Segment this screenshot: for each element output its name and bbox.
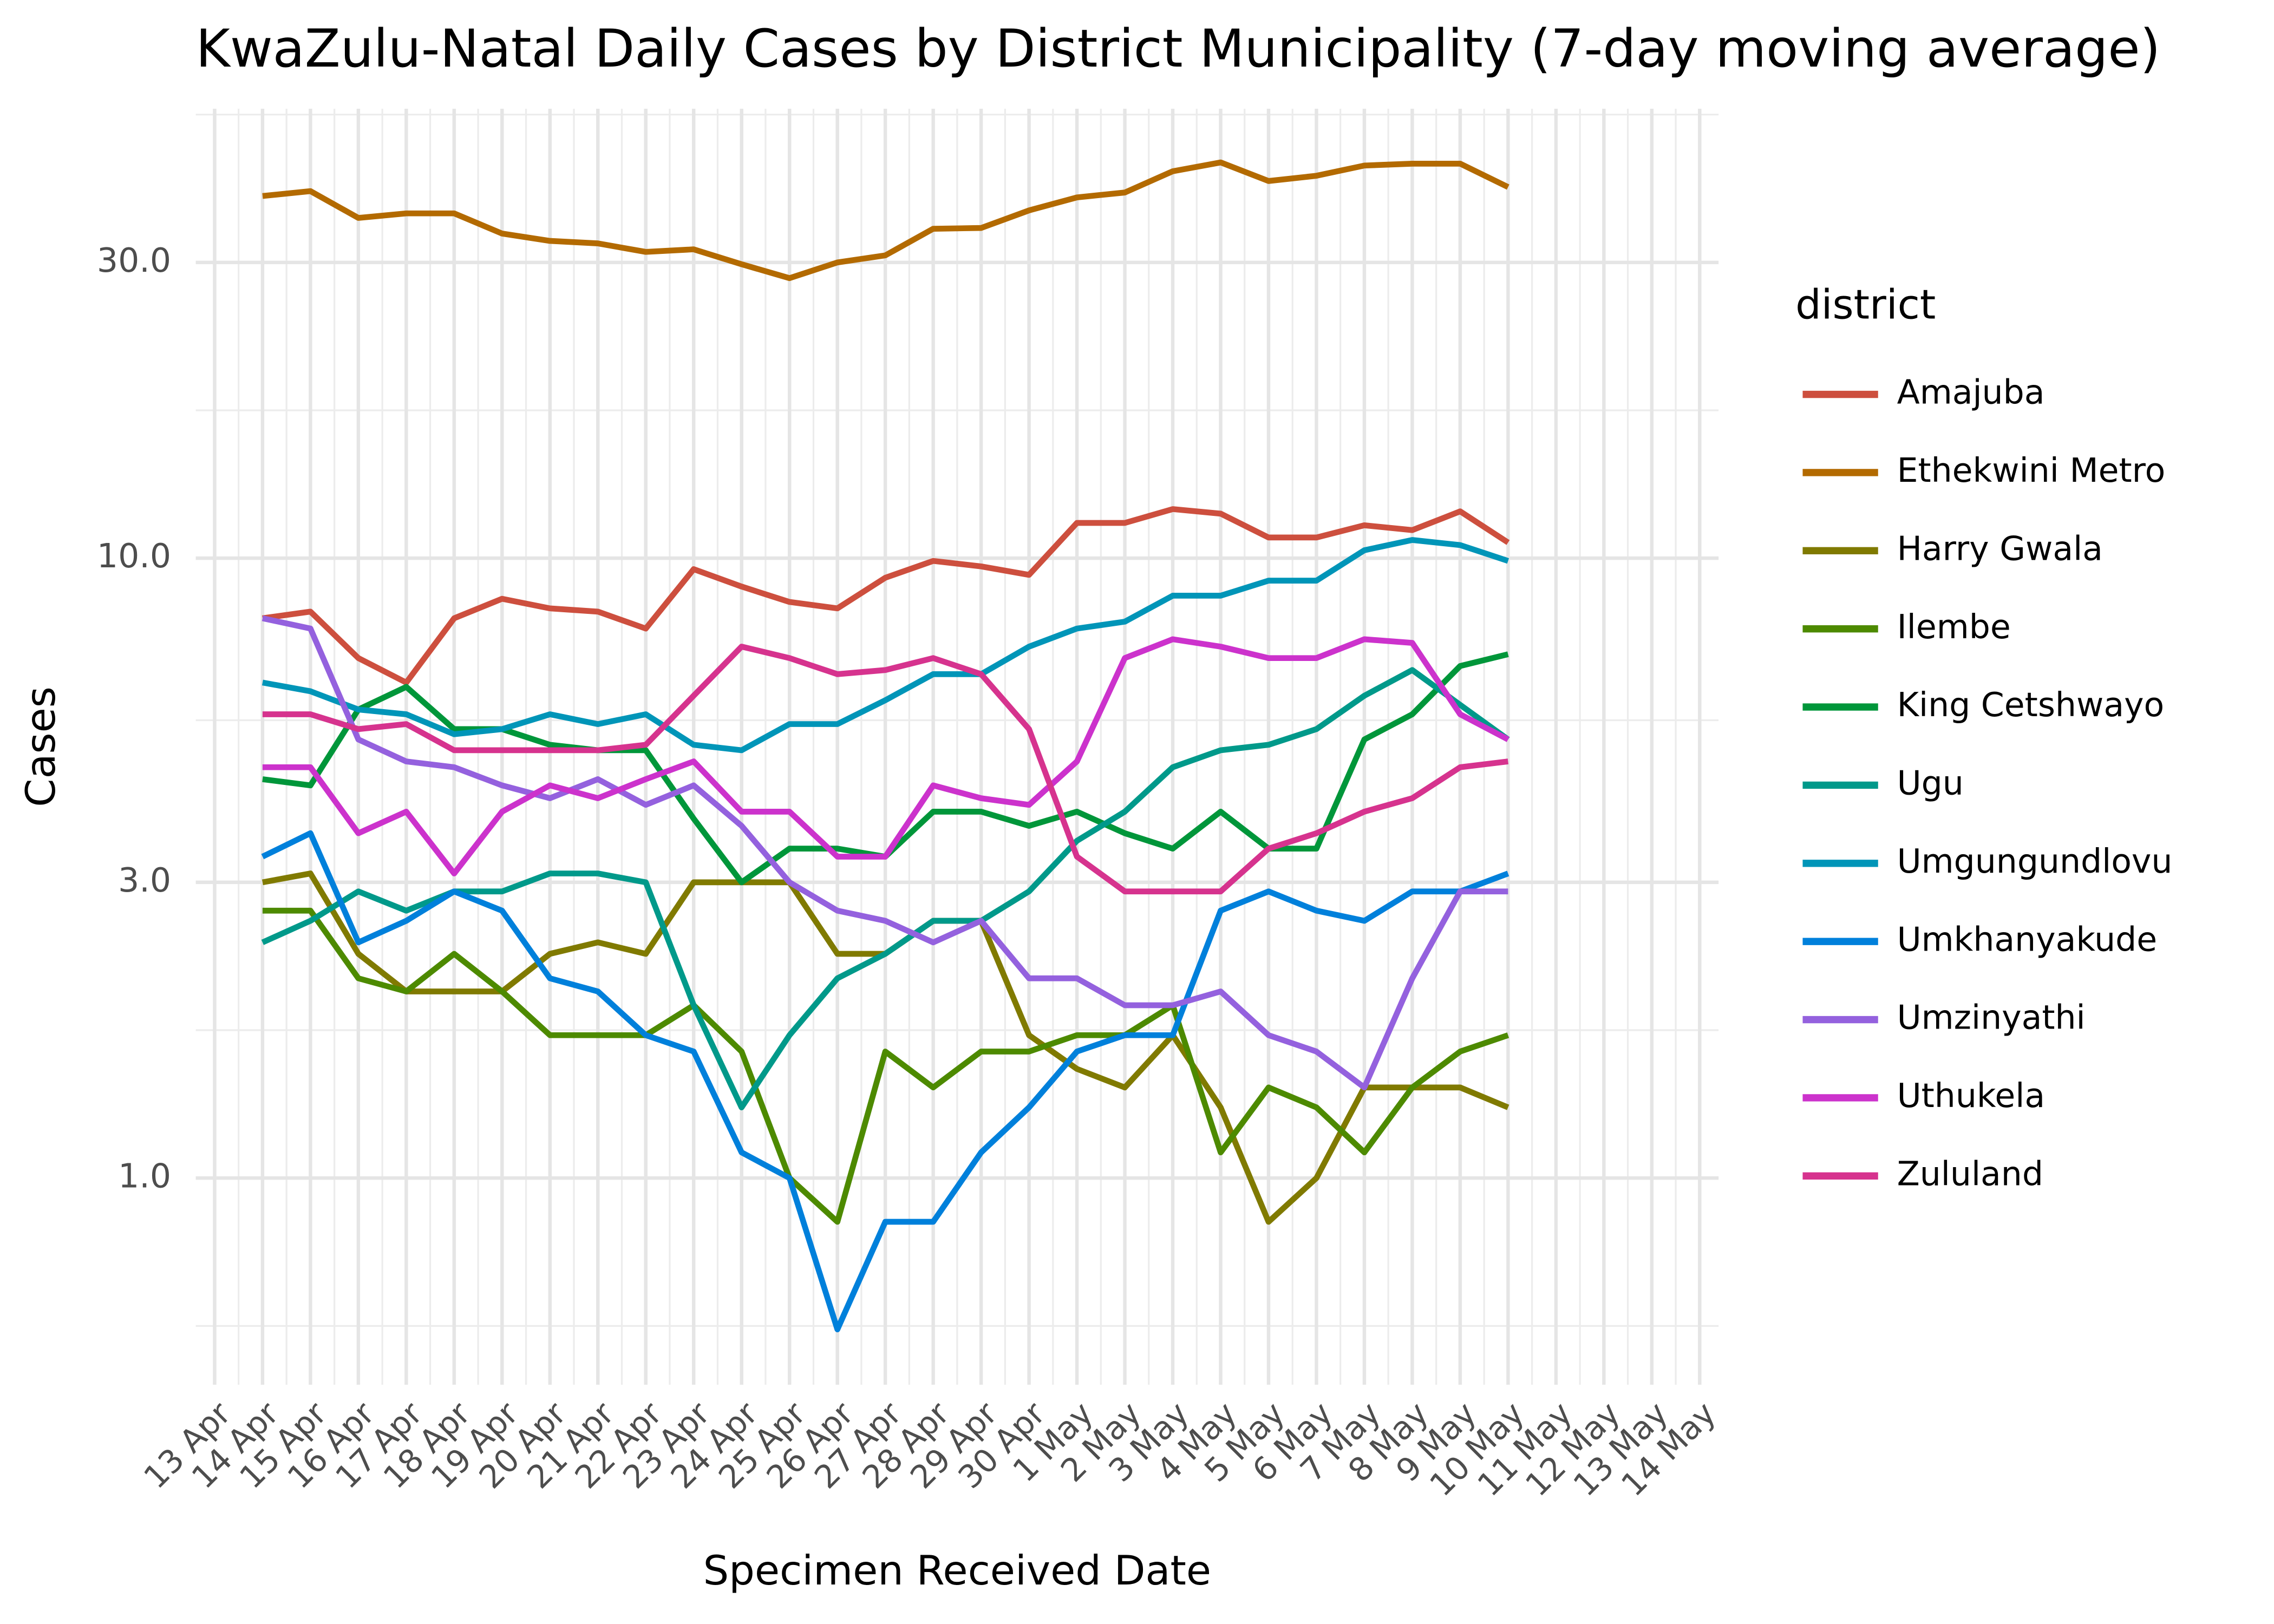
legend-label: Ethekwini Metro [1897,451,2166,490]
y-axis-title: Cases [17,686,64,807]
legend-title: district [1795,280,1936,328]
y-tick-label: 10.0 [97,536,171,575]
legend-label: King Cetshwayo [1897,685,2165,724]
series-line [262,644,1509,895]
legend-label: Umkhanyakude [1897,920,2158,959]
series-line [261,830,1510,1333]
series-line [262,537,1510,754]
y-tick-label: 1.0 [118,1156,171,1195]
series-line [262,636,1510,876]
y-tick-label: 30.0 [97,241,171,280]
series-line [261,667,1510,1111]
legend-label: Ilembe [1897,607,2011,646]
legend-label: Uthukela [1897,1076,2046,1115]
series-line [262,907,1510,1225]
legend-label: Umzinyathi [1897,998,2086,1037]
chart-title: KwaZulu-Natal Daily Cases by District Mu… [196,18,2161,79]
legend-label: Harry Gwala [1897,529,2103,568]
x-axis-title: Specimen Received Date [703,1547,1211,1594]
legend-label: Ugu [1897,764,1964,803]
series-line [262,615,1508,1091]
legend-label: Umgungundlovu [1897,842,2173,881]
y-tick-label: 3.0 [118,861,171,900]
legend-label: Zululand [1897,1154,2043,1193]
series-line [262,159,1510,281]
series-line [262,506,1510,686]
legend-label: Amajuba [1897,373,2045,412]
